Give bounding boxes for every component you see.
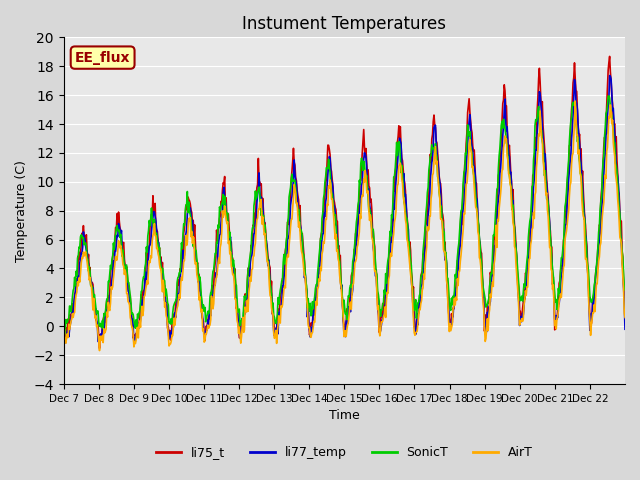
SonicT	[60, 334, 67, 339]
AirT	[621, 314, 629, 320]
SonicT	[403, 214, 410, 220]
AirT	[435, 180, 442, 186]
li75_t	[60, 335, 67, 341]
AirT	[257, 196, 265, 202]
Title: Instument Temperatures: Instument Temperatures	[243, 15, 446, 33]
li77_temp	[125, 299, 133, 304]
Legend: li75_t, li77_temp, SonicT, AirT: li75_t, li77_temp, SonicT, AirT	[150, 442, 538, 465]
AirT	[572, 98, 579, 104]
li75_t	[95, 346, 103, 351]
li75_t	[403, 213, 411, 219]
AirT	[60, 333, 67, 338]
SonicT	[229, 264, 237, 269]
Line: AirT: AirT	[63, 101, 625, 350]
SonicT	[278, 278, 285, 284]
li77_temp	[606, 72, 614, 78]
Y-axis label: Temperature (C): Temperature (C)	[15, 160, 28, 262]
Line: li77_temp: li77_temp	[63, 75, 625, 347]
li77_temp	[278, 300, 285, 305]
AirT	[278, 302, 286, 308]
li77_temp	[229, 259, 237, 265]
li77_temp	[621, 326, 629, 332]
Text: EE_flux: EE_flux	[75, 50, 131, 65]
AirT	[230, 272, 237, 277]
AirT	[403, 236, 411, 242]
li75_t	[127, 292, 134, 298]
li77_temp	[257, 195, 264, 201]
Line: li75_t: li75_t	[63, 56, 625, 348]
li75_t	[257, 181, 265, 187]
li77_temp	[403, 200, 410, 205]
Line: SonicT: SonicT	[63, 96, 625, 336]
SonicT	[257, 205, 264, 211]
SonicT	[621, 287, 629, 293]
X-axis label: Time: Time	[329, 409, 360, 422]
li77_temp	[434, 158, 442, 164]
li75_t	[230, 264, 237, 269]
SonicT	[125, 287, 133, 292]
li77_temp	[60, 344, 67, 350]
li75_t	[621, 304, 629, 310]
AirT	[127, 314, 134, 320]
li75_t	[278, 276, 286, 281]
li75_t	[435, 160, 442, 166]
AirT	[95, 348, 103, 353]
SonicT	[434, 174, 442, 180]
li75_t	[606, 53, 614, 59]
SonicT	[605, 93, 612, 99]
